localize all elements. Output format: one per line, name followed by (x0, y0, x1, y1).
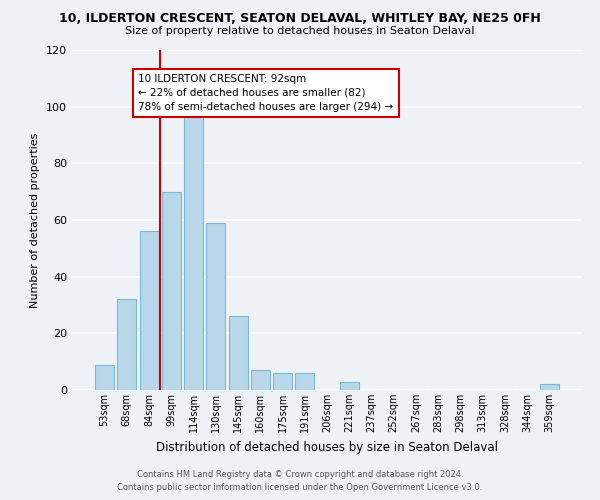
Bar (95, 364, 114, 390)
X-axis label: Distribution of detached houses by size in Seaton Delaval: Distribution of detached houses by size … (156, 440, 498, 454)
Bar (229, 316, 248, 390)
Bar (295, 373, 314, 390)
Bar (140, 232, 158, 390)
Text: 10, ILDERTON CRESCENT, SEATON DELAVAL, WHITLEY BAY, NE25 0FH: 10, ILDERTON CRESCENT, SEATON DELAVAL, W… (59, 12, 541, 26)
Text: Contains HM Land Registry data © Crown copyright and database right 2024.
Contai: Contains HM Land Registry data © Crown c… (118, 470, 482, 492)
Bar (273, 373, 292, 390)
Bar (540, 384, 559, 390)
Y-axis label: Number of detached properties: Number of detached properties (31, 132, 40, 308)
Bar (206, 223, 225, 390)
Text: Size of property relative to detached houses in Seaton Delaval: Size of property relative to detached ho… (125, 26, 475, 36)
Bar (118, 300, 136, 390)
Bar (251, 370, 270, 390)
Bar (340, 382, 359, 390)
Bar (184, 106, 203, 390)
Bar (162, 192, 181, 390)
Text: 10 ILDERTON CRESCENT: 92sqm
← 22% of detached houses are smaller (82)
78% of sem: 10 ILDERTON CRESCENT: 92sqm ← 22% of det… (139, 74, 394, 112)
